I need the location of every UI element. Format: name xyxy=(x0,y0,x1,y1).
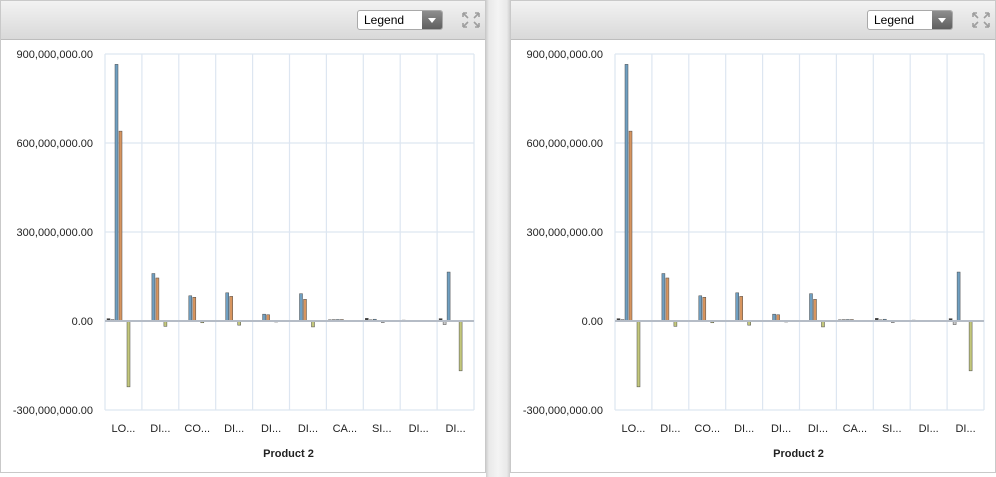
y-tick-label: 900,000,000.00 xyxy=(527,49,603,61)
expand-icon[interactable] xyxy=(461,11,481,29)
x-tick-label: DI... xyxy=(919,423,939,435)
bar[interactable] xyxy=(303,299,307,322)
legend-dropdown-label: Legend xyxy=(364,13,405,27)
bar[interactable] xyxy=(446,271,451,322)
bar[interactable] xyxy=(624,64,629,322)
x-tick-label: SI... xyxy=(882,423,902,435)
x-tick-label: CA... xyxy=(843,423,867,435)
chevron-down-icon[interactable] xyxy=(932,11,952,29)
legend-dropdown[interactable]: Legend xyxy=(357,10,443,30)
x-tick-label: DI... xyxy=(261,423,281,435)
bar[interactable] xyxy=(813,299,817,322)
legend-dropdown-label: Legend xyxy=(874,13,915,27)
bar[interactable] xyxy=(968,320,973,372)
x-tick-label: CA... xyxy=(333,423,357,435)
bar[interactable] xyxy=(192,297,197,322)
bar[interactable] xyxy=(698,295,703,322)
y-tick-label: 600,000,000.00 xyxy=(17,138,93,150)
x-tick-label: DI... xyxy=(409,423,429,435)
panel-toolbar: Legend xyxy=(1,1,485,40)
x-tick-label: DI... xyxy=(224,423,244,435)
y-tick-label: 900,000,000.00 xyxy=(17,49,93,61)
x-tick-label: DI... xyxy=(955,423,975,435)
bar[interactable] xyxy=(636,320,641,388)
x-tick-label: DI... xyxy=(771,423,791,435)
x-tick-label: LO... xyxy=(622,423,646,435)
chevron-down-icon[interactable] xyxy=(422,11,442,29)
x-tick-label: SI... xyxy=(372,423,392,435)
bar[interactable] xyxy=(956,271,961,322)
expand-icon[interactable] xyxy=(971,11,991,29)
y-tick-label: -300,000,000.00 xyxy=(523,405,603,417)
bar[interactable] xyxy=(661,273,666,322)
bar[interactable] xyxy=(229,296,233,322)
bar[interactable] xyxy=(809,293,813,322)
y-tick-label: 0.00 xyxy=(582,316,603,328)
bar[interactable] xyxy=(299,293,303,322)
x-tick-label: DI... xyxy=(150,423,170,435)
chart-panel-left: Legend -300,000,000.00 0.00 300,000,000.00… xyxy=(0,0,486,473)
bar[interactable] xyxy=(458,320,463,372)
bar[interactable] xyxy=(702,297,707,322)
x-tick-label: LO... xyxy=(112,423,136,435)
x-tick-label: CO... xyxy=(184,423,210,435)
x-tick-label: DI... xyxy=(808,423,828,435)
bar[interactable] xyxy=(735,292,739,322)
chart-panel-right: Legend -300,000,000.00 0.00 300,000,000.00… xyxy=(510,0,996,473)
bar[interactable] xyxy=(114,64,119,322)
bar[interactable] xyxy=(118,130,123,322)
x-tick-label: DI... xyxy=(734,423,754,435)
y-tick-label: 600,000,000.00 xyxy=(527,138,603,150)
legend-dropdown[interactable]: Legend xyxy=(867,10,953,30)
bar-chart: -300,000,000.00 0.00 300,000,000.00 600,000… xyxy=(523,49,985,460)
bar[interactable] xyxy=(126,320,131,388)
bar-chart: -300,000,000.00 0.00 300,000,000.00 600,000… xyxy=(13,49,475,460)
y-tick-label: 0.00 xyxy=(72,316,93,328)
x-tick-label: DI... xyxy=(298,423,318,435)
bar[interactable] xyxy=(155,277,160,322)
bar[interactable] xyxy=(739,296,743,322)
y-tick-label: 300,000,000.00 xyxy=(527,227,603,239)
panel-splitter[interactable] xyxy=(486,0,510,477)
x-axis-title: Product 2 xyxy=(263,448,314,460)
y-tick-label: 300,000,000.00 xyxy=(17,227,93,239)
bar[interactable] xyxy=(188,295,193,322)
bar[interactable] xyxy=(262,313,266,322)
x-tick-label: DI... xyxy=(660,423,680,435)
x-tick-label: DI... xyxy=(445,423,465,435)
y-tick-label: -300,000,000.00 xyxy=(13,405,93,417)
bar[interactable] xyxy=(628,130,633,322)
x-tick-label: CO... xyxy=(694,423,720,435)
bar[interactable] xyxy=(772,313,776,322)
panel-toolbar: Legend xyxy=(511,1,995,40)
bar[interactable] xyxy=(151,273,156,322)
bar[interactable] xyxy=(665,277,670,322)
bar[interactable] xyxy=(225,292,229,322)
x-axis-title: Product 2 xyxy=(773,448,824,460)
